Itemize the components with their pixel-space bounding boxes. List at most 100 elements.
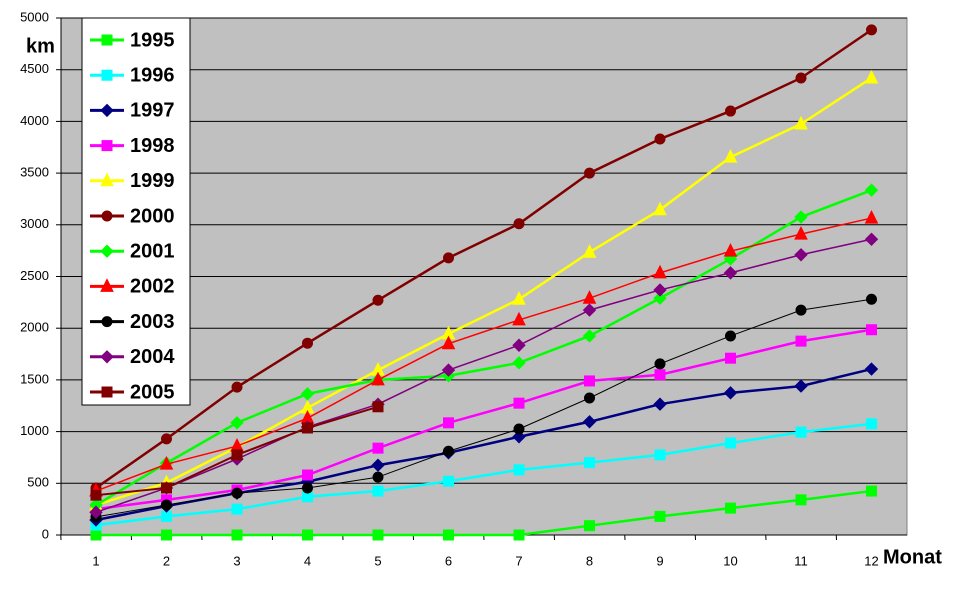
marker [864, 209, 879, 224]
marker [101, 69, 113, 81]
marker [231, 449, 243, 461]
marker [512, 430, 526, 444]
marker [654, 510, 666, 522]
marker [302, 422, 313, 434]
legend-label: 2005 [130, 381, 175, 403]
marker [723, 386, 738, 400]
y-tick-label: 500 [27, 475, 49, 490]
marker [794, 248, 808, 262]
marker [512, 338, 526, 352]
x-axis-title: Monat [883, 546, 942, 568]
marker [725, 502, 736, 514]
marker [582, 415, 597, 429]
marker [513, 423, 525, 435]
marker [864, 232, 879, 246]
marker [443, 417, 454, 429]
legend: 1995 1996 1997 1998 1999 2000 2001 2002 2003 2004… [81, 17, 191, 406]
marker [101, 316, 113, 328]
legend-label: 1999 [130, 170, 175, 192]
marker [512, 356, 526, 370]
legend-label: 2000 [130, 205, 175, 227]
y-axis-title: km [26, 35, 55, 57]
marker [230, 416, 244, 430]
marker [864, 183, 879, 197]
y-tick-label: 1000 [20, 423, 49, 438]
marker [795, 494, 807, 506]
legend-box [81, 17, 191, 406]
marker [653, 291, 667, 305]
marker [371, 458, 385, 472]
marker [584, 375, 595, 387]
marker [723, 243, 738, 257]
marker [795, 304, 807, 316]
marker [866, 485, 877, 497]
marker [866, 24, 877, 36]
marker [725, 352, 736, 364]
marker [372, 442, 384, 454]
y-tick-label: 4000 [20, 113, 49, 128]
legend-label: 2002 [130, 276, 175, 298]
marker [231, 381, 243, 393]
marker [795, 72, 807, 84]
marker [795, 426, 807, 438]
x-tick-label: 1 [92, 553, 99, 568]
marker [582, 329, 597, 343]
y-tick-label: 5000 [20, 9, 49, 24]
marker [302, 337, 313, 349]
marker [161, 510, 172, 522]
marker [372, 471, 384, 483]
x-tick-label: 4 [304, 553, 311, 568]
x-tick-label: 2 [163, 553, 170, 568]
marker [300, 387, 315, 401]
marker [582, 303, 597, 317]
marker [441, 335, 456, 350]
marker [90, 489, 102, 501]
marker [101, 34, 113, 46]
marker [302, 469, 313, 481]
y-tick-label: 1500 [20, 371, 49, 386]
marker [513, 464, 525, 476]
legend-label: 1997 [130, 100, 175, 122]
marker [725, 105, 736, 117]
marker [794, 115, 808, 130]
series-line [95, 76, 873, 507]
legend-label: 2003 [130, 311, 175, 333]
marker [302, 529, 313, 541]
legend-label: 1998 [130, 135, 175, 157]
marker [512, 311, 526, 326]
y-tick-label: 0 [42, 526, 49, 541]
marker [653, 397, 667, 411]
x-tick-label: 6 [445, 553, 452, 568]
marker [89, 505, 103, 519]
x-tick-label: 8 [586, 553, 593, 568]
marker [513, 397, 525, 409]
series-line [95, 188, 872, 507]
marker [161, 433, 172, 445]
marker [372, 294, 384, 306]
x-tick-label: 10 [723, 553, 737, 568]
marker [100, 350, 114, 364]
marker [654, 133, 666, 145]
marker [794, 210, 808, 224]
y-tick-label: 4500 [20, 61, 49, 76]
x-tick-label: 3 [233, 553, 240, 568]
marker [654, 449, 666, 461]
marker [584, 520, 595, 532]
y-tick-label: 3500 [20, 165, 49, 180]
marker [653, 201, 667, 216]
marker [100, 278, 114, 292]
marker [443, 529, 454, 541]
marker [723, 148, 738, 163]
marker [161, 482, 172, 494]
marker [161, 529, 172, 541]
series-line [96, 489, 872, 537]
marker [794, 225, 808, 240]
y-tick-label: 2000 [20, 320, 49, 335]
marker [100, 172, 114, 187]
legend-label: 2001 [130, 240, 175, 262]
x-tick-label: 9 [656, 553, 663, 568]
legend-label: 1995 [130, 29, 175, 51]
marker [584, 457, 595, 469]
marker [161, 499, 172, 511]
marker [513, 529, 525, 541]
